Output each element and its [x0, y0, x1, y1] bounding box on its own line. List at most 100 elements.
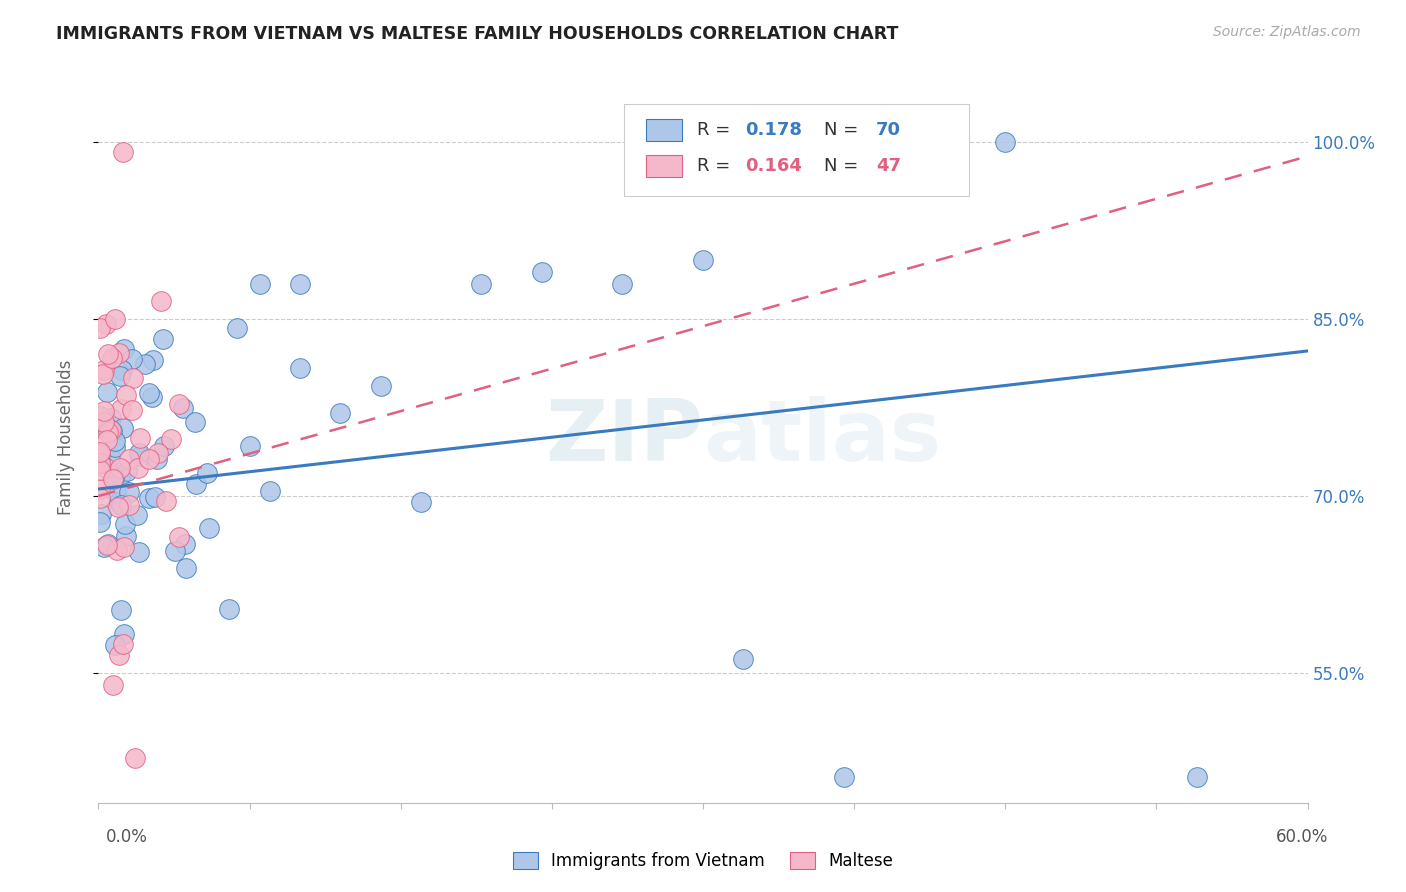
Point [107, 500, 129, 515]
Point [96, 538, 118, 552]
Point [114, 517, 136, 532]
Text: N =: N = [824, 158, 863, 176]
Point [107, 648, 129, 663]
Point [146, 452, 169, 467]
Point [150, 294, 173, 309]
Point [174, 537, 197, 551]
Point [93, 367, 115, 381]
Text: 0.164: 0.164 [745, 158, 803, 176]
Point [110, 498, 132, 512]
Point [108, 495, 131, 509]
Point [105, 543, 128, 558]
Point [104, 638, 127, 652]
Point [218, 601, 240, 615]
Text: R =: R = [697, 121, 735, 139]
Point [174, 561, 197, 575]
Text: 60.0%: 60.0% [1277, 828, 1329, 846]
Text: Source: ZipAtlas.com: Source: ZipAtlas.com [1213, 25, 1361, 39]
Point [115, 529, 138, 543]
Text: R =: R = [697, 158, 735, 176]
Text: 0.178: 0.178 [745, 121, 803, 139]
Point [89, 491, 111, 505]
Point [96, 420, 118, 434]
Point [122, 370, 145, 384]
Point [90, 456, 112, 470]
Point [108, 461, 131, 475]
Point [101, 473, 124, 487]
Point [104, 440, 127, 454]
Point [142, 352, 165, 367]
Point [112, 342, 135, 356]
Point [127, 508, 149, 522]
Text: N =: N = [824, 121, 863, 139]
Point [89, 463, 111, 477]
Point [103, 312, 125, 326]
Text: 70: 70 [876, 121, 901, 139]
Point [1185, 770, 1208, 784]
Point [101, 424, 124, 438]
Point [89, 409, 111, 424]
Point [118, 485, 141, 500]
Text: 0.0%: 0.0% [105, 828, 148, 846]
Point [733, 652, 755, 666]
Point [470, 277, 492, 291]
Text: IMMIGRANTS FROM VIETNAM VS MALTESE FAMILY HOUSEHOLDS CORRELATION CHART: IMMIGRANTS FROM VIETNAM VS MALTESE FAMIL… [56, 25, 898, 43]
Point [117, 451, 139, 466]
Point [249, 277, 271, 291]
Point [97, 537, 120, 551]
Point [994, 135, 1017, 149]
Point [89, 457, 111, 471]
Point [124, 751, 146, 765]
Point [100, 351, 122, 365]
Point [104, 485, 127, 500]
Point [90, 507, 112, 521]
Point [103, 471, 125, 485]
Point [692, 253, 714, 268]
Point [110, 603, 132, 617]
Point [143, 490, 166, 504]
Point [129, 431, 152, 445]
Point [198, 521, 221, 535]
Point [111, 421, 134, 435]
Point [288, 361, 311, 376]
Point [93, 540, 115, 554]
Point [111, 145, 134, 159]
Point [110, 369, 132, 384]
Point [163, 544, 186, 558]
Point [101, 678, 124, 692]
Point [172, 401, 194, 416]
Point [89, 515, 111, 529]
Y-axis label: Family Households: Family Households [56, 359, 75, 515]
Point [97, 347, 120, 361]
Point [118, 498, 141, 512]
Text: ZIP: ZIP [546, 395, 703, 479]
Point [148, 446, 170, 460]
Point [121, 403, 143, 417]
Text: 47: 47 [876, 158, 901, 176]
Point [111, 362, 134, 376]
Point [117, 464, 139, 478]
Point [100, 411, 122, 425]
Point [112, 540, 135, 554]
Point [184, 477, 207, 491]
Point [89, 321, 111, 335]
Point [108, 345, 131, 359]
FancyBboxPatch shape [647, 155, 682, 178]
Point [832, 770, 855, 784]
Point [89, 482, 111, 496]
Point [134, 357, 156, 371]
Point [111, 636, 134, 650]
Point [259, 483, 281, 498]
FancyBboxPatch shape [647, 119, 682, 141]
Legend: Immigrants from Vietnam, Maltese: Immigrants from Vietnam, Maltese [506, 845, 900, 877]
Point [96, 384, 118, 399]
Point [195, 466, 218, 480]
Point [184, 415, 207, 429]
Point [90, 420, 112, 434]
Point [138, 385, 160, 400]
Point [152, 332, 174, 346]
Point [89, 445, 111, 459]
Point [93, 363, 115, 377]
Point [110, 468, 132, 483]
FancyBboxPatch shape [624, 104, 969, 195]
